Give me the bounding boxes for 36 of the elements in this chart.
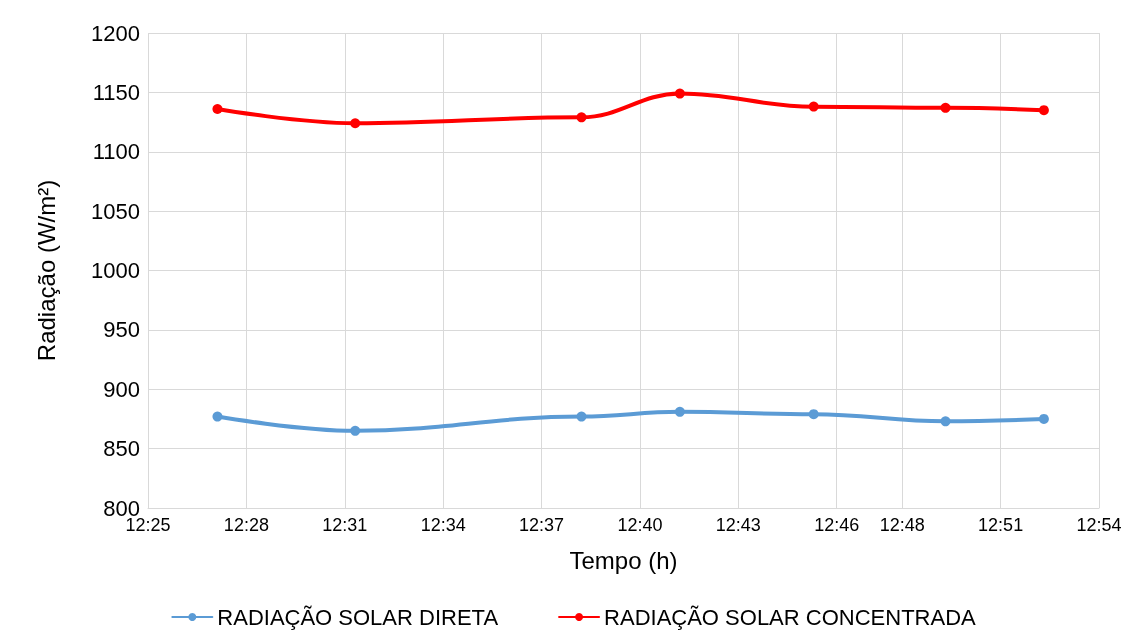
x-tick-label: 12:37 — [519, 515, 565, 535]
y-tick-label: 1150 — [92, 79, 140, 105]
x-tick-label: 12:48 — [879, 515, 925, 535]
y-tick-label: 1000 — [91, 258, 140, 283]
x-tick-label: 12:34 — [420, 515, 466, 535]
point — [1038, 413, 1049, 424]
point — [808, 409, 819, 420]
legend-label: RADIAÇÃO SOLAR CONCENTRADA — [604, 604, 977, 630]
point — [674, 88, 685, 99]
y-axis-title: Radiação (W/m²) — [32, 179, 60, 362]
point — [674, 406, 685, 417]
y-tick-label: 900 — [103, 376, 140, 402]
x-tick-label: 12:51 — [978, 515, 1024, 535]
point — [808, 101, 819, 112]
point — [350, 425, 361, 436]
point — [576, 411, 587, 422]
x-tick-label: 12:40 — [617, 515, 663, 535]
point — [212, 104, 223, 114]
point — [940, 102, 951, 113]
y-tick-label: 1050 — [91, 198, 140, 224]
y-tick-label: 1200 — [91, 20, 140, 46]
x-tick-label: 12:28 — [223, 515, 269, 535]
x-tick-label: 12:43 — [715, 515, 761, 535]
y-tick-label: 850 — [103, 436, 140, 462]
point — [212, 411, 223, 422]
x-tick-label: 12:31 — [322, 515, 368, 535]
point — [1038, 105, 1049, 116]
x-tick-label: 12:46 — [814, 515, 860, 535]
point — [350, 118, 361, 129]
point — [940, 416, 951, 427]
legend-label: RADIAÇÃO SOLAR DIRETA — [217, 604, 499, 630]
y-tick-label: 1100 — [92, 139, 140, 165]
x-tick-label: 12:54 — [1076, 515, 1122, 535]
y-tick-label: 950 — [103, 317, 140, 343]
point — [576, 112, 587, 123]
x-axis-title: Tempo (h) — [569, 546, 678, 574]
